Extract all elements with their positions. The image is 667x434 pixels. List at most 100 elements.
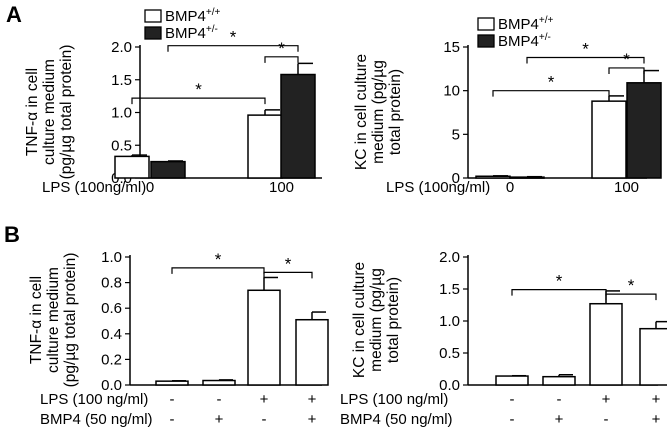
significance-bracket [264, 56, 299, 63]
significance-bracket [492, 90, 610, 97]
x-condition-symbol: - [557, 391, 562, 408]
chart-B_right: 0.0 0.5 1.0 1.5 2.0 KC in cell culturemedium … [340, 249, 667, 428]
y-tick-label: 0 [452, 170, 460, 187]
y-tick-label: 15 [443, 39, 460, 56]
x-row-label: BMP4 (50 ng/ml) [40, 411, 153, 428]
bar [247, 114, 283, 179]
bar [542, 375, 576, 386]
x-row-label: LPS (100 ng/ml) [340, 391, 448, 408]
x-row-label: LPS (100 ng/ml) [40, 391, 148, 408]
significance-star: * [548, 73, 555, 92]
y-axis-label-line: KC in cell culture [353, 54, 370, 170]
legend-label: BMP4+/+ [498, 15, 553, 33]
legend-label-superscript: +/- [539, 32, 551, 43]
significance-bracket [526, 56, 645, 64]
y-tick-label: 1.0 [439, 313, 460, 330]
y-tick-label: 0.0 [101, 377, 122, 394]
y-tick-label: 5 [452, 126, 460, 143]
legend-label-superscript: +/+ [206, 7, 221, 18]
x-row-label: BMP4 (50 ng/ml) [340, 411, 453, 428]
y-axis-label-line: TNF-α in cell [28, 276, 45, 364]
y-tick-label: 0.6 [101, 300, 122, 317]
bar [509, 176, 545, 179]
significance-star: * [285, 254, 292, 273]
bar [639, 327, 667, 386]
chart-B_left: 0.0 0.2 0.4 0.6 0.8 1.0 TNF-α in cellculture m… [28, 249, 329, 428]
significance-bracket [131, 97, 266, 105]
x-condition-symbol: - [170, 411, 175, 428]
y-axis-label-line: (pg/µg total protein) [58, 45, 75, 180]
significance-star: * [230, 28, 237, 47]
bar [589, 302, 623, 386]
x-group-label: 100 [614, 179, 639, 196]
y-axis-label-line: TNF-α in cell [24, 68, 41, 156]
bar [475, 175, 511, 179]
bar [626, 82, 662, 179]
x-condition-symbol: - [604, 411, 609, 428]
x-condition-symbol: - [262, 411, 267, 428]
bar [247, 289, 281, 386]
significance-bracket [263, 271, 313, 279]
x-group-label: 0 [506, 179, 514, 196]
y-tick-label: 0.5 [111, 137, 132, 154]
x-condition-symbol: + [555, 411, 564, 428]
bar [295, 318, 329, 386]
bar [280, 73, 316, 179]
significance-bracket [171, 267, 265, 274]
legend-swatch [477, 34, 495, 48]
legend-label: BMP4+/+ [165, 7, 220, 25]
y-tick-label: 0.5 [439, 345, 460, 362]
y-axis-label: KC in cell culturemedium (pg/µgtotal pro… [353, 54, 404, 170]
significance-star: * [628, 276, 635, 295]
y-axis-label-line: medium (pg/µg [370, 60, 387, 164]
panel-label-a: A [6, 2, 22, 27]
x-condition-symbol: + [652, 411, 661, 428]
bar [495, 375, 529, 386]
y-axis-label: TNF-α in cellculture medium(pg/µg total … [24, 45, 75, 180]
y-tick-label: 1.0 [101, 249, 122, 266]
y-tick-label: 1.5 [439, 281, 460, 298]
bar [591, 100, 627, 179]
x-row-label: LPS (100ng/ml) [386, 179, 490, 196]
y-tick-label: 2.0 [111, 39, 132, 56]
y-tick-label: 0.8 [101, 275, 122, 292]
legend-swatch [477, 17, 495, 31]
bar [150, 160, 186, 179]
x-group-label: 100 [269, 179, 294, 196]
y-axis-label-line: total protein) [387, 69, 404, 155]
significance-bracket [605, 293, 657, 301]
x-condition-symbol: - [510, 391, 515, 408]
significance-star: * [215, 250, 222, 269]
y-tick-label: 0.4 [101, 326, 122, 343]
y-axis-label-line: culture medium [45, 267, 62, 373]
x-condition-symbol: - [170, 391, 175, 408]
y-axis-label: KC in cell culturemedium (pg/µgtotal pro… [351, 262, 402, 378]
y-axis-label-line: KC in cell culture [351, 262, 368, 378]
legend-label: BMP4+/- [498, 32, 551, 50]
legend-label: BMP4+/- [165, 24, 218, 42]
y-axis-label-line: (pg/µg total protein) [62, 253, 79, 388]
x-condition-symbol: + [308, 391, 317, 408]
bar [155, 380, 189, 386]
legend-label-superscript: +/- [206, 24, 218, 35]
x-condition-symbol: - [510, 411, 515, 428]
significance-star: * [278, 39, 285, 58]
significance-star: * [556, 272, 563, 291]
significance-star: * [582, 39, 589, 58]
x-group-label: 0 [146, 179, 154, 196]
legend-swatch [144, 26, 162, 40]
y-axis-label-line: medium (pg/µg [368, 268, 385, 372]
bar [202, 379, 236, 386]
x-row-label: LPS (100ng/ml) [42, 179, 146, 196]
y-axis-label: TNF-α in cellculture medium(pg/µg total … [28, 253, 79, 388]
significance-star: * [195, 80, 202, 99]
significance-bracket [167, 45, 299, 52]
y-tick-label: 1.5 [111, 72, 132, 89]
y-tick-label: 2.0 [439, 249, 460, 266]
significance-bracket [608, 67, 645, 74]
bar [114, 155, 150, 179]
x-condition-symbol: + [652, 391, 661, 408]
panel-label-b: B [4, 222, 20, 247]
